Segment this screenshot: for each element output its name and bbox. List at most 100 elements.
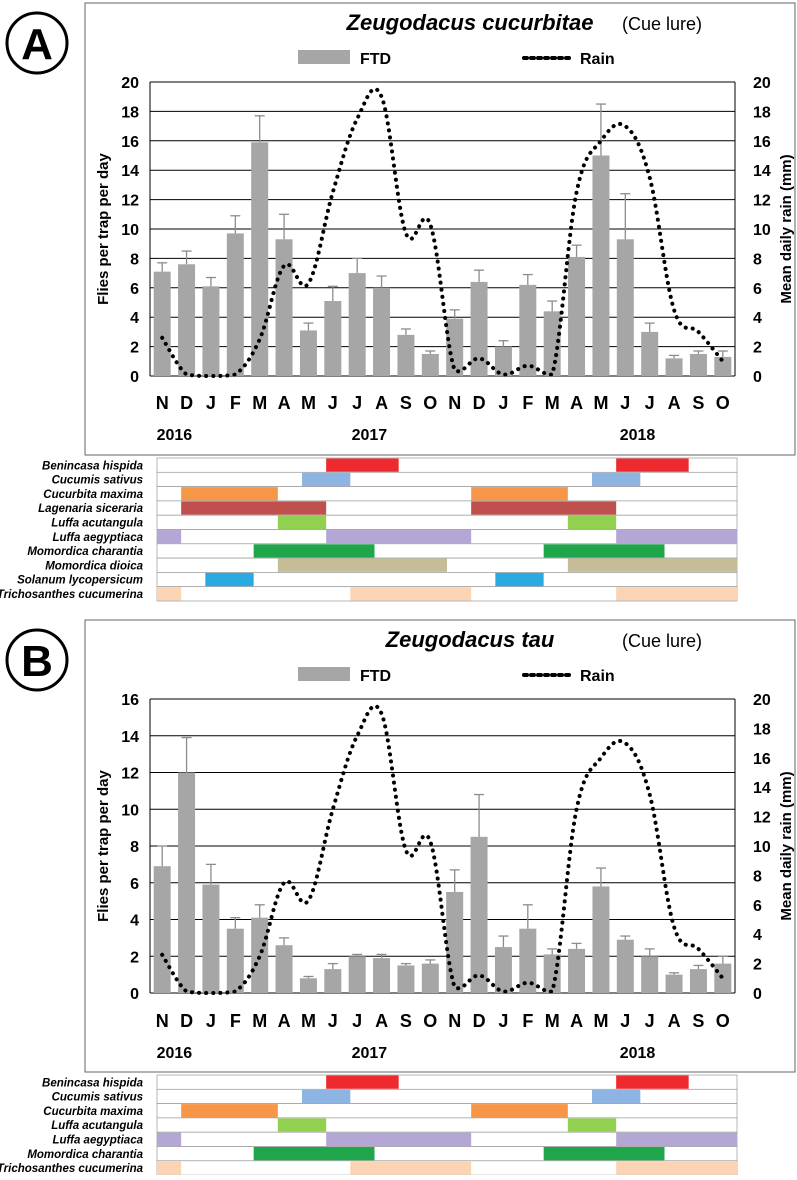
bar-21 xyxy=(665,358,683,376)
x-tick-label: F xyxy=(230,393,241,413)
host-season-bar xyxy=(277,515,327,529)
y2-tick-label: 2 xyxy=(753,957,762,974)
host-season-bar xyxy=(471,487,568,501)
chart-subtitle: (Cue lure) xyxy=(622,14,702,34)
year-label: 2018 xyxy=(620,427,656,444)
x-tick-label: N xyxy=(156,393,169,413)
y2-axis-label: Mean daily rain (mm) xyxy=(778,154,795,303)
host-season-bar xyxy=(616,530,737,544)
bar-12 xyxy=(446,891,464,993)
x-tick-label: M xyxy=(545,1011,560,1031)
y2-tick-label: 10 xyxy=(753,839,771,856)
x-tick-label: J xyxy=(645,393,655,413)
x-tick-label: O xyxy=(423,1011,437,1031)
x-tick-label: J xyxy=(206,1011,216,1031)
y-tick-label: 16 xyxy=(121,692,139,709)
y2-tick-label: 14 xyxy=(753,163,771,180)
host-label: Luffa acutangula xyxy=(51,518,143,530)
bar-1 xyxy=(178,772,196,993)
host-season-bar xyxy=(616,587,737,601)
y2-tick-label: 0 xyxy=(753,986,762,1003)
y-tick-label: 2 xyxy=(130,340,139,357)
y-tick-label: 8 xyxy=(130,251,139,268)
host-season-bar xyxy=(350,1161,472,1175)
host-season-bar xyxy=(471,1104,568,1118)
bar-18 xyxy=(592,155,610,376)
legend-rain-label: Rain xyxy=(580,51,615,68)
host-season-bar xyxy=(181,501,327,515)
host-season-bar xyxy=(181,487,278,501)
rain-line xyxy=(160,704,725,995)
bar-13 xyxy=(470,281,488,376)
host-season-bar xyxy=(567,558,737,572)
x-tick-label: A xyxy=(375,1011,388,1031)
bar-3 xyxy=(226,233,244,376)
host-season-bar xyxy=(592,472,641,487)
y2-tick-label: 8 xyxy=(753,251,762,268)
bar-16 xyxy=(543,954,561,993)
y2-tick-label: 16 xyxy=(753,134,771,151)
bar-10 xyxy=(397,965,415,993)
y2-tick-label: 6 xyxy=(753,898,762,915)
host-season-bar xyxy=(616,1161,737,1175)
y-tick-label: 4 xyxy=(130,913,139,930)
y-tick-label: 12 xyxy=(121,766,139,783)
bar-3 xyxy=(226,928,244,993)
bar-6 xyxy=(299,978,317,993)
bar-7 xyxy=(324,969,342,993)
x-tick-label: D xyxy=(180,1011,193,1031)
bar-19 xyxy=(616,939,634,993)
host-label: Cucurbita maxima xyxy=(43,489,143,501)
x-tick-label: J xyxy=(498,393,508,413)
x-tick-label: M xyxy=(301,393,316,413)
y2-tick-label: 20 xyxy=(753,75,771,92)
x-tick-label: M xyxy=(252,1011,267,1031)
host-label: Momordica dioica xyxy=(45,560,143,572)
host-season-bar xyxy=(543,1147,665,1161)
y2-tick-label: 12 xyxy=(753,193,771,210)
x-tick-label: F xyxy=(522,393,533,413)
y-axis-label: Flies per trap per day xyxy=(95,769,112,921)
y-tick-label: 6 xyxy=(130,281,139,298)
x-tick-label: D xyxy=(473,393,486,413)
y2-tick-label: 2 xyxy=(753,340,762,357)
host-season-bar xyxy=(326,1075,399,1089)
bar-1 xyxy=(178,264,196,376)
bar-9 xyxy=(373,958,391,993)
bar-0 xyxy=(153,271,171,376)
host-label: Luffa aegyptiaca xyxy=(52,532,143,544)
host-season-bar xyxy=(543,544,665,558)
host-season-bar xyxy=(181,1104,278,1118)
legend-bar-swatch xyxy=(298,50,350,64)
host-season-bar xyxy=(350,587,472,601)
bar-10 xyxy=(397,334,415,376)
host-label: Momordica charantia xyxy=(27,1149,143,1161)
y2-tick-label: 8 xyxy=(753,868,762,885)
host-label: Benincasa hispida xyxy=(42,460,144,472)
chart-title: Zeugodacus cucurbitae xyxy=(346,10,594,35)
x-tick-label: A xyxy=(570,393,583,413)
y-tick-label: 16 xyxy=(121,134,139,151)
year-label: 2018 xyxy=(620,1045,656,1062)
host-season-bar xyxy=(253,1147,375,1161)
bar-12 xyxy=(446,318,464,376)
panel-frame xyxy=(84,2,796,456)
x-tick-label: M xyxy=(301,1011,316,1031)
bar-22 xyxy=(689,353,707,376)
rain-line xyxy=(160,87,725,378)
y-tick-label: 2 xyxy=(130,949,139,966)
legend-bar-label: FTD xyxy=(360,668,391,685)
x-tick-label: M xyxy=(593,393,608,413)
bar-20 xyxy=(641,956,659,993)
host-season-bar xyxy=(302,1089,351,1104)
host-row xyxy=(156,1117,738,1133)
bar-14 xyxy=(494,346,512,376)
x-tick-label: J xyxy=(498,1011,508,1031)
y2-tick-label: 4 xyxy=(753,310,762,327)
x-tick-label: M xyxy=(593,1011,608,1031)
y2-tick-label: 12 xyxy=(753,810,771,827)
x-tick-label: S xyxy=(692,1011,704,1031)
x-tick-label: J xyxy=(645,1011,655,1031)
host-label: Cucumis sativus xyxy=(52,1092,143,1104)
